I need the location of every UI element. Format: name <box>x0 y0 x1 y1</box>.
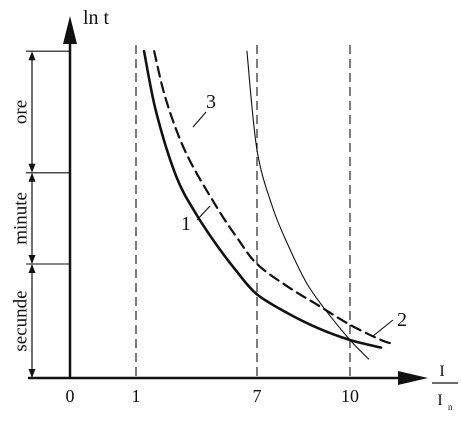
arrow-down-icon <box>28 163 36 173</box>
x-axis-arrow-icon <box>398 371 428 385</box>
curve-3 <box>153 50 395 345</box>
y-axis-label: ln t <box>83 7 110 29</box>
time-band-label-secunde: secunde <box>11 290 32 351</box>
time-band-ore: ore <box>11 51 36 173</box>
arrow-down-icon <box>28 255 36 264</box>
arrow-up-icon <box>28 51 36 61</box>
arrow-up-icon <box>28 264 36 273</box>
x-axis-label-subscript: n <box>448 402 453 412</box>
curves <box>142 49 395 360</box>
curve-label-leader-2 <box>372 319 394 337</box>
curve-label-leader-1 <box>196 205 211 221</box>
y-axis-arrow-icon <box>63 16 77 44</box>
x-axis-label: I I n <box>432 363 458 412</box>
time-band-label-minute: minute <box>11 192 32 245</box>
curve-labels: 1 2 3 <box>181 91 407 337</box>
x-tick-label-7: 7 <box>253 386 262 406</box>
time-band-label-ore: ore <box>11 100 32 124</box>
time-band-minute: minute <box>11 172 36 264</box>
time-band-secunde: secunde <box>11 264 36 378</box>
x-tick-label-10: 10 <box>341 386 359 406</box>
curve-label-2: 2 <box>397 309 407 331</box>
x-tick-labels: 0 1 7 10 <box>66 386 360 406</box>
reference-lines <box>135 45 351 376</box>
arrow-down-icon <box>28 369 36 378</box>
x-tick-label-1: 1 <box>132 386 141 406</box>
curve-label-leader-3 <box>192 111 207 128</box>
curve-2 <box>246 50 370 360</box>
x-tick-label-0: 0 <box>66 386 75 406</box>
curve-1 <box>142 49 383 349</box>
time-bands: ore minute secunde <box>11 50 70 378</box>
curve-label-1: 1 <box>181 213 191 235</box>
arrow-up-icon <box>28 172 36 182</box>
x-axis-label-numerator: I <box>439 363 444 380</box>
curve-label-3: 3 <box>206 91 216 113</box>
x-axis-label-denominator: I <box>437 392 442 409</box>
